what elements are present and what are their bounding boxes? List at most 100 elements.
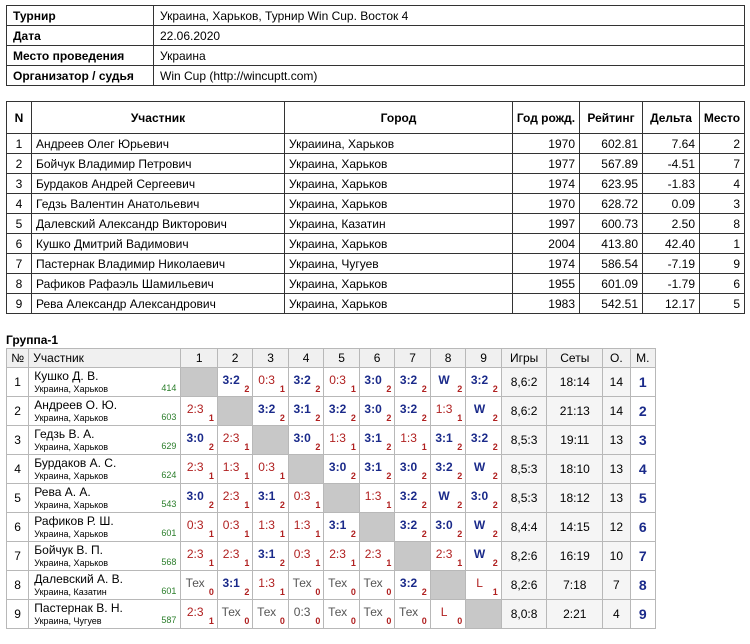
match-score: W: [473, 402, 486, 416]
match-points: 1: [279, 587, 285, 597]
group-player-rating: 543: [161, 499, 177, 509]
match-score-cell: 1:3 1: [394, 425, 431, 455]
participant-birth-year: 1970: [512, 133, 580, 154]
match-score: 3:1: [257, 547, 276, 561]
group-points: 13: [602, 454, 631, 484]
group-row-number: 6: [5, 512, 30, 542]
match-points: 2: [244, 384, 250, 394]
participant-rating: 600.73: [579, 213, 643, 234]
match-points: 2: [421, 587, 427, 597]
group-player-name: Бурдаков А. С.: [34, 455, 117, 470]
group-points: 4: [602, 599, 631, 629]
group-player-name: Далевский А. В.: [34, 571, 124, 586]
match-score-cell: 3:2 2: [394, 483, 431, 513]
match-points: 1: [244, 500, 250, 510]
match-score-cell: Тех 0: [287, 570, 325, 600]
match-score-cell: Тех 0: [323, 570, 360, 600]
header-n: N: [6, 101, 32, 134]
match-score-cell: 3:2 2: [429, 454, 467, 484]
group-row: 7 Бойчук В. П. Украина, Харьков 568 2:3 1 2:3 1…: [5, 541, 657, 571]
match-points: 1: [457, 413, 463, 423]
match-score: 2:3: [435, 547, 453, 561]
match-score: 2:3: [186, 547, 204, 561]
match-score-cell: 1:3 1: [252, 512, 289, 542]
info-value: Украина: [153, 45, 745, 66]
group-player-rating: 601: [161, 586, 177, 596]
participant-name: Бойчук Владимир Петрович: [31, 153, 285, 174]
match-score: Тех: [221, 605, 241, 619]
match-score: W: [438, 489, 450, 503]
header-year: Год рожд.: [512, 101, 580, 134]
match-points: 2: [350, 471, 356, 481]
group-header-opponent-1: 1: [180, 348, 218, 368]
match-score: L: [440, 605, 448, 619]
match-score: 3:2: [257, 402, 276, 416]
match-points: 2: [457, 471, 463, 481]
participant-place: 2: [699, 133, 745, 154]
group-points: 10: [602, 541, 631, 571]
match-score-cell: 3:1 2: [216, 570, 254, 600]
match-points: 2: [492, 558, 498, 568]
match-score-cell: 0:3 1: [180, 512, 218, 542]
match-score-cell: 3:0 2: [358, 396, 396, 426]
group-header-player: Участник: [28, 348, 182, 368]
match-points: 1: [208, 413, 214, 423]
participant-number: 2: [6, 153, 32, 174]
match-score: 3:1: [257, 489, 276, 503]
match-points: 2: [492, 413, 498, 423]
match-score-cell: 2:3 1: [180, 541, 218, 571]
match-score: 0:3: [258, 460, 275, 474]
info-row: Турнир Украина, Харьков, Турнир Win Cup. …: [6, 5, 745, 26]
group-header-opponent-3: 3: [252, 348, 289, 368]
group-player-city: Украина, Харьков: [34, 499, 109, 510]
match-points: 0: [350, 616, 356, 626]
participant-delta: 7.64: [642, 133, 700, 154]
match-points: 1: [244, 558, 250, 568]
match-points: 1: [421, 442, 427, 452]
match-score-cell: 1:3 1: [287, 512, 325, 542]
match-score: 3:1: [435, 431, 453, 445]
participant-number: 8: [6, 273, 32, 294]
match-points: 0: [386, 616, 392, 626]
match-points: 2: [457, 529, 463, 539]
group-player-city: Украина, Казатин: [34, 586, 107, 597]
group-row: 8 Далевский А. В. Украина, Казатин 601 Тех 0 3…: [5, 570, 657, 600]
group-sets: 18:10: [546, 454, 604, 484]
group-place: 9: [629, 599, 657, 629]
participant-name: Кушко Дмитрий Вадимович: [31, 233, 285, 254]
match-points: 0: [350, 587, 356, 597]
match-score-cell: 3:0 2: [465, 483, 502, 513]
match-score: 1:3: [329, 431, 346, 445]
participant-number: 9: [6, 293, 32, 314]
match-score-cell: 0:3 1: [252, 454, 289, 484]
group-row: 9 Пастернак В. Н. Украина, Чугуев 587 2:3 1 Те…: [5, 599, 657, 629]
match-score: 3:0: [470, 489, 489, 503]
match-score-cell: Тех 0: [358, 570, 396, 600]
match-points: 1: [386, 500, 392, 510]
participant-number: 5: [6, 213, 32, 234]
group-games: 8,0:8: [500, 599, 548, 629]
match-score-cell: 2:3 1: [358, 541, 396, 571]
match-score: 1:3: [293, 518, 311, 532]
group-row-number: 3: [5, 425, 30, 455]
match-score-cell: 0:3 0: [287, 599, 325, 629]
group-header-n: №: [5, 348, 30, 368]
match-points: 2: [421, 471, 427, 481]
match-score-cell: 3:1 2: [323, 512, 360, 542]
match-score: W: [473, 460, 486, 474]
match-score-cell: 3:0 2: [358, 367, 396, 397]
match-points: 2: [457, 442, 463, 452]
participant-row: 1 Андреев Олег Юрьевич Украиина, Харьков 19…: [6, 133, 745, 154]
self-match-cell: [358, 512, 396, 542]
match-score-cell: 2:3 1: [216, 425, 254, 455]
match-score-cell: 3:1 2: [429, 425, 467, 455]
participant-delta: 0.09: [642, 193, 700, 214]
participant-delta: 2.50: [642, 213, 700, 234]
match-score-cell: 2:3 1: [180, 396, 218, 426]
match-points: 2: [386, 471, 392, 481]
participant-number: 4: [6, 193, 32, 214]
participant-city: Украина, Харьков: [284, 273, 513, 294]
